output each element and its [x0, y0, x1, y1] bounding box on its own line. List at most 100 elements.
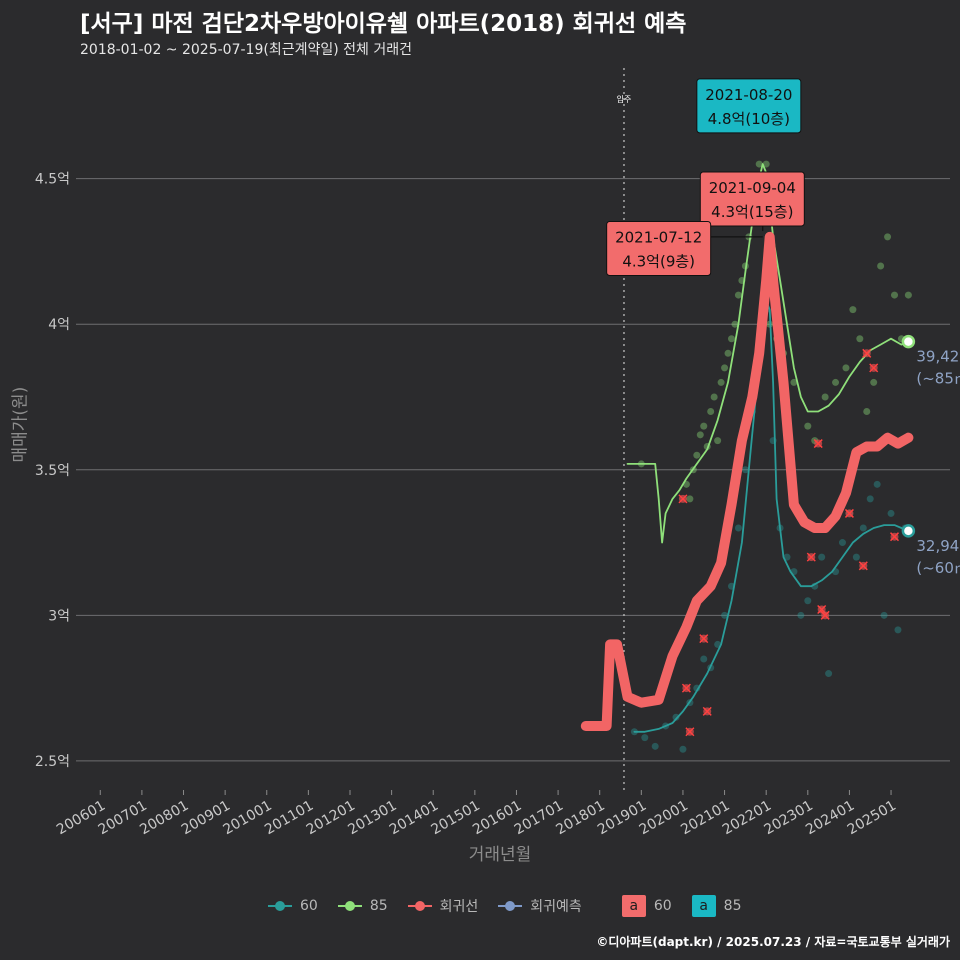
trade-point-60 — [880, 611, 888, 619]
legend-label-forecast: 회귀예측 — [530, 899, 582, 915]
trade-point-60 — [873, 480, 881, 488]
annotation-date: 2021-08-20 — [705, 86, 792, 104]
trade-point-85 — [790, 378, 798, 386]
legend: 60 85 회귀선 회귀예측 a 60 a 85 — [268, 895, 755, 917]
source-caption: ©디아파트(dapt.kr) / 2025.07.23 / 자료=국토교통부 실… — [596, 935, 950, 949]
y-tick-label: 4억 — [48, 317, 70, 333]
trade-point-60 — [651, 742, 659, 750]
trade-point-85 — [856, 335, 864, 343]
annotations: 2021-08-20 4.8억(10층) 2021-09-04 4.3억(15층) 20… — [606, 78, 805, 276]
regression-mark — [699, 634, 709, 644]
regression-mark — [844, 508, 854, 518]
regression-mark — [806, 552, 816, 562]
legend-key-60 — [268, 900, 292, 912]
legend-box-key-60: a — [621, 895, 646, 917]
trade-point-60 — [866, 495, 874, 503]
regression-mark-cross — [858, 561, 868, 571]
regression-mark — [685, 727, 695, 737]
legend-box-label-85: 85 — [723, 898, 742, 914]
x-axis-title: 거래년월 — [468, 845, 532, 865]
trade-point-60 — [894, 626, 902, 634]
regression-mark — [869, 363, 879, 373]
regression-mark-cross — [678, 494, 688, 504]
series-line-60 — [633, 300, 910, 733]
trade-point-85 — [877, 262, 885, 270]
regression-mark — [862, 348, 872, 358]
chart-title: [서구] 마전 검단2차우방아이유쉘 아파트(2018) 회귀선 예측 — [80, 11, 687, 37]
trade-point-60 — [641, 734, 649, 742]
series-lines — [580, 163, 914, 733]
trade-point-85 — [714, 437, 722, 445]
regression-mark — [702, 706, 712, 716]
trade-point-85 — [842, 364, 850, 372]
regression-mark-cross — [681, 683, 691, 693]
trade-point-85 — [804, 422, 812, 430]
legend-key-regression — [407, 900, 432, 912]
trade-point-85 — [731, 320, 739, 328]
trade-point-85 — [707, 408, 715, 416]
trade-point-85 — [734, 291, 742, 299]
trade-point-85 — [700, 422, 708, 430]
end-label-value: 39,429 — [916, 348, 960, 366]
trade-point-60 — [818, 553, 826, 561]
legend-box-60: a 60 — [621, 895, 672, 917]
regression-mark-cross — [869, 363, 879, 373]
regression-mark — [889, 532, 900, 542]
trade-point-85 — [721, 364, 729, 372]
annotation-date: 2021-07-12 — [615, 229, 702, 247]
y-tick-label: 4.5억 — [35, 172, 70, 188]
legend-box-key-85: a — [691, 895, 716, 917]
trade-point-60 — [734, 524, 742, 532]
regression-mark-cross — [699, 634, 709, 644]
trade-point-85 — [884, 233, 892, 241]
trade-point-85 — [693, 451, 701, 459]
regression-mark-cross — [813, 439, 823, 449]
regression-mark-cross — [685, 727, 695, 737]
end-label-size: (~85㎡) — [916, 370, 960, 388]
trade-point-85 — [870, 378, 878, 386]
regression-mark-cross — [702, 706, 712, 716]
y-tick-label: 3억 — [48, 608, 70, 624]
annotation-box — [606, 221, 712, 276]
trade-point-85 — [891, 291, 899, 299]
legend-item-forecast: 회귀예측 — [498, 896, 582, 916]
trade-point-85 — [696, 431, 704, 439]
end-label-value: 32,947 — [916, 537, 960, 555]
trade-point-60 — [700, 655, 708, 663]
trade-point-60 — [797, 611, 805, 619]
chart-subtitle: 2018-01-02 ~ 2025-07-19(최근계약일) 전체 거래건 — [80, 42, 412, 58]
trade-point-85 — [863, 408, 871, 416]
regression-mark — [858, 561, 868, 571]
regression-mark — [678, 494, 688, 504]
x-tick-labels: 2006012007012008012009012010012011012012… — [54, 790, 899, 838]
trade-point-60 — [838, 539, 846, 547]
regression-mark-cross — [889, 532, 900, 542]
legend-box-85: a 85 — [691, 895, 742, 917]
end-point-85 — [901, 334, 916, 349]
trade-point-60 — [825, 670, 833, 678]
trade-point-60 — [721, 611, 729, 619]
y-tick-labels: 2.5억 3억 3.5억 4억 4.5억 — [35, 172, 70, 770]
legend-label-60: 60 — [300, 898, 318, 914]
trade-point-85 — [717, 378, 725, 386]
trade-point-85 — [710, 393, 718, 401]
legend-key-forecast — [498, 900, 523, 912]
regression-mark-cross — [820, 610, 830, 620]
end-points: 39,429 (~85㎡) 32,947 (~60㎡) — [901, 334, 960, 577]
annotation-price: 4.3억(15층) — [711, 203, 793, 221]
y-axis-title: 매매가(원) — [10, 386, 31, 463]
trade-point-85 — [904, 291, 912, 299]
legend-item-60: 60 — [268, 898, 318, 914]
regression-mark — [820, 610, 830, 620]
annotation-box — [696, 78, 802, 134]
legend-item-85: 85 — [337, 898, 388, 914]
legend-box-label-60: 60 — [653, 898, 672, 914]
trade-point-85 — [728, 335, 735, 343]
move-in-label: 입주 — [617, 95, 632, 104]
trade-point-60 — [804, 597, 812, 605]
legend-label-85: 85 — [369, 898, 388, 914]
trade-point-85 — [832, 378, 840, 386]
regression-mark-cross — [862, 348, 872, 358]
trade-point-85 — [762, 160, 770, 168]
trade-point-60 — [852, 553, 860, 561]
